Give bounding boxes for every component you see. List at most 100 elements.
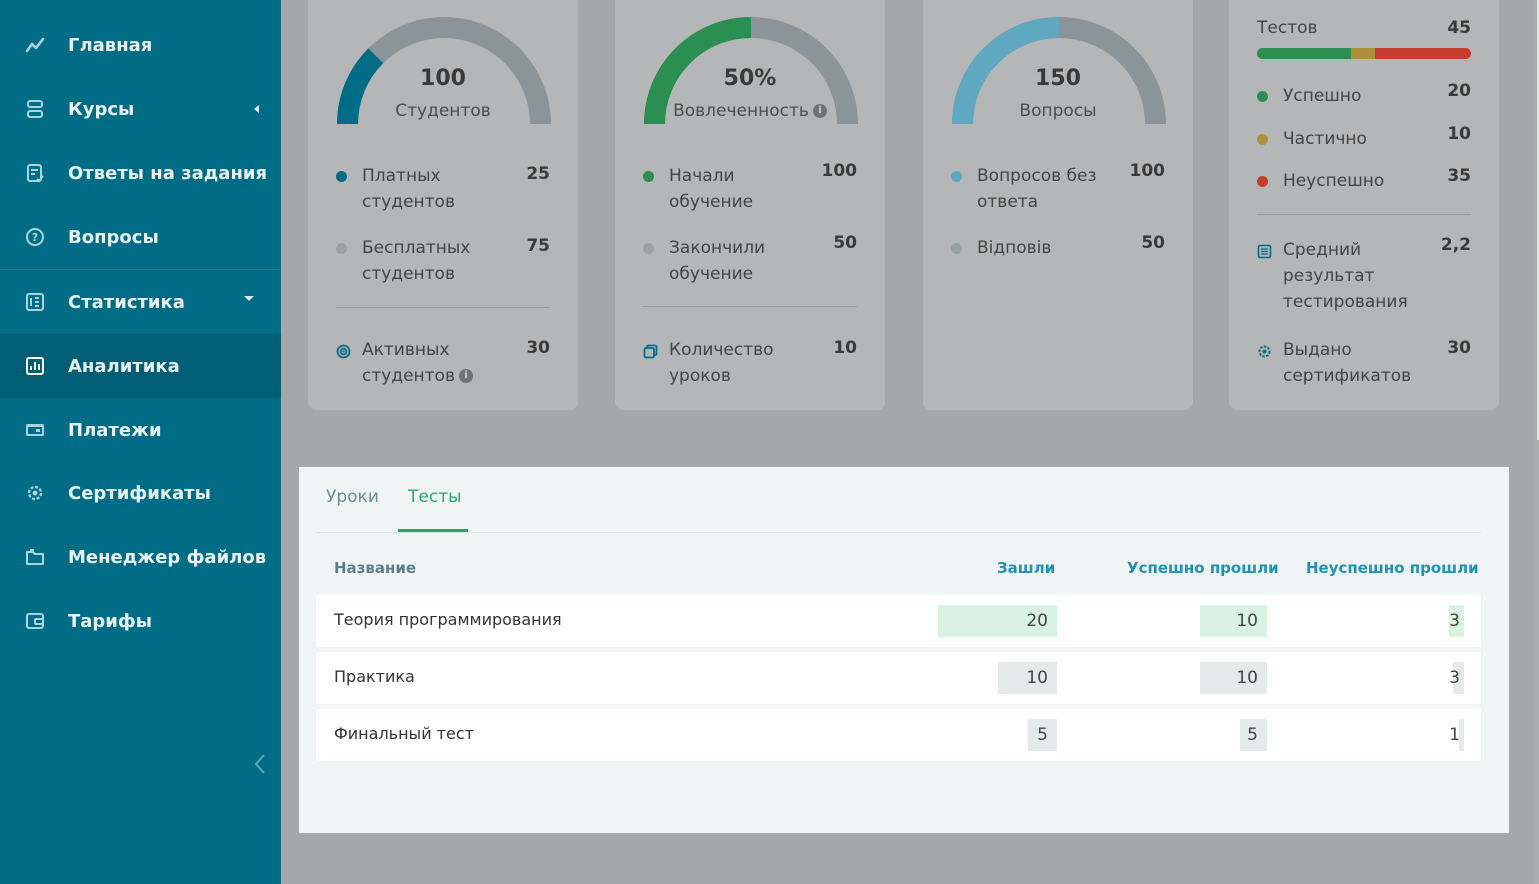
chevron-down-icon bbox=[244, 296, 254, 301]
table-row[interactable]: Финальный тест 5 5 1 bbox=[316, 709, 1481, 761]
passed-cell: 5 bbox=[1240, 719, 1267, 751]
tests-progress-bar bbox=[1257, 48, 1471, 59]
payments-icon bbox=[24, 419, 46, 441]
active-students-value: 30 bbox=[526, 338, 550, 358]
sidebar-item-label: Курсы bbox=[68, 98, 135, 120]
paid-students-label: Платных студентов bbox=[362, 166, 455, 212]
sidebar-item-tariffs[interactable]: Тарифы bbox=[0, 589, 281, 653]
sidebar-item-questions[interactable]: ? Вопросы bbox=[0, 205, 281, 269]
sidebar-item-label: Аналитика bbox=[68, 355, 180, 377]
sidebar-item-label: Сертификаты bbox=[68, 482, 211, 504]
sidebar-item-label: Главная bbox=[68, 34, 153, 56]
engagement-value: 50% bbox=[723, 66, 777, 91]
tab-tests[interactable]: Тесты bbox=[408, 487, 462, 507]
failed-value: 35 bbox=[1447, 166, 1471, 186]
finished-label: Закончили обучение bbox=[669, 238, 766, 284]
folder-icon bbox=[24, 546, 46, 568]
questions-card: 150 Вопросы Вопросов без ответа 100 Відп… bbox=[923, 0, 1193, 410]
column-header-failed[interactable]: Неуспешно прошли bbox=[1306, 559, 1479, 577]
sidebar-item-answers[interactable]: Ответы на задания bbox=[0, 141, 281, 205]
students-total: 100 bbox=[420, 66, 466, 91]
sidebar: Главная Курсы Ответы на задания ? Вопрос… bbox=[0, 0, 281, 884]
sidebar-item-courses[interactable]: Курсы bbox=[0, 77, 281, 141]
active-students-label: Активных студентов i bbox=[362, 337, 512, 389]
students-label: Студентов bbox=[395, 101, 491, 121]
broadcast-icon bbox=[336, 341, 351, 359]
answers-icon bbox=[24, 162, 46, 184]
status-dot bbox=[336, 243, 347, 254]
unanswered-label: Вопросов без ответа bbox=[977, 166, 1097, 212]
card-divider bbox=[643, 306, 857, 307]
certificates-issued-value: 30 bbox=[1447, 338, 1471, 358]
column-header-entered[interactable]: Зашли bbox=[997, 559, 1056, 577]
wallet-icon bbox=[24, 610, 46, 632]
sidebar-item-analytics[interactable]: Аналитика bbox=[0, 334, 281, 398]
column-header-passed[interactable]: Успешно прошли bbox=[1127, 559, 1279, 577]
info-icon[interactable]: i bbox=[458, 369, 473, 383]
svg-text:?: ? bbox=[32, 231, 38, 244]
sidebar-item-home[interactable]: Главная bbox=[0, 13, 281, 77]
lessons-count-label: Количество уроков bbox=[669, 340, 774, 386]
certificates-issued-label: Выдано сертификатов bbox=[1283, 340, 1412, 386]
sidebar-item-label: Тарифы bbox=[68, 610, 153, 632]
trend-icon bbox=[24, 34, 46, 56]
free-students-label: Бесплатных студентов bbox=[362, 238, 471, 284]
certificate-icon bbox=[24, 482, 46, 504]
sidebar-item-statistics[interactable]: Статистика bbox=[0, 270, 281, 334]
tab-lessons[interactable]: Уроки bbox=[326, 487, 379, 507]
question-icon: ? bbox=[24, 226, 46, 248]
info-icon[interactable]: i bbox=[812, 104, 827, 118]
sidebar-item-label: Вопросы bbox=[68, 226, 159, 248]
scrollbar-track[interactable] bbox=[1533, 0, 1539, 884]
sidebar-item-certificates[interactable]: Сертификаты bbox=[0, 461, 281, 525]
certificates-issued-row: Выдано сертификатов 30 bbox=[1257, 337, 1471, 389]
engagement-gauge bbox=[644, 17, 858, 124]
sidebar-item-file-manager[interactable]: Менеджер файлов bbox=[0, 525, 281, 589]
status-dot bbox=[1257, 134, 1268, 145]
finished-row: Закончили обучение 50 bbox=[643, 233, 857, 287]
unanswered-row: Вопросов без ответа 100 bbox=[951, 161, 1165, 215]
column-header-name[interactable]: Название bbox=[334, 559, 417, 577]
free-students-row: Бесплатных студентов 75 bbox=[336, 235, 550, 287]
list-icon bbox=[1257, 241, 1272, 259]
collapse-sidebar-button[interactable] bbox=[250, 752, 270, 776]
started-row: Начали обучение 100 bbox=[643, 161, 857, 215]
bar-segment-failed bbox=[1374, 48, 1471, 59]
tab-bar: Уроки Тесты bbox=[316, 467, 1481, 533]
status-dot bbox=[643, 243, 654, 254]
unanswered-value: 100 bbox=[1129, 161, 1166, 181]
statistics-icon bbox=[24, 291, 46, 313]
entered-cell: 20 bbox=[938, 605, 1057, 637]
success-label: Успешно bbox=[1283, 86, 1362, 106]
status-dot bbox=[1257, 176, 1268, 187]
certificate-icon bbox=[1257, 341, 1272, 358]
sidebar-item-label: Ответы на задания bbox=[68, 162, 268, 184]
sidebar-item-payments[interactable]: Платежи bbox=[0, 398, 281, 462]
failed-cell: 1 bbox=[1416, 719, 1464, 751]
partial-value: 10 bbox=[1447, 124, 1471, 144]
table-row[interactable]: Теория программирования 20 10 3 bbox=[316, 595, 1481, 647]
partial-row: Частично 10 bbox=[1257, 124, 1471, 152]
answered-row: Відповів 50 bbox=[951, 233, 1165, 265]
active-students-row: Активных студентов i 30 bbox=[336, 337, 550, 389]
started-value: 100 bbox=[821, 161, 858, 181]
passed-cell: 10 bbox=[1200, 662, 1267, 694]
status-dot bbox=[643, 171, 654, 182]
sidebar-item-label: Платежи bbox=[68, 419, 162, 441]
passed-cell: 10 bbox=[1200, 605, 1267, 637]
copy-icon bbox=[643, 341, 658, 359]
engagement-card: 50% Вовлеченность i Начали обучение 100 З… bbox=[615, 0, 885, 410]
entered-cell: 5 bbox=[1028, 719, 1057, 751]
table-row[interactable]: Практика 10 10 3 bbox=[316, 652, 1481, 704]
tests-card: Тестов 45 Успешно 20 Частично 10 Неуспеш… bbox=[1229, 0, 1499, 410]
average-result-label: Средний результат тестирования bbox=[1283, 240, 1408, 312]
scrollbar-thumb[interactable] bbox=[1537, 0, 1539, 440]
answered-label: Відповів bbox=[977, 238, 1052, 258]
bar-segment-partial bbox=[1351, 48, 1375, 59]
tests-total: 45 bbox=[1447, 18, 1471, 38]
test-name: Практика bbox=[334, 667, 415, 686]
courses-icon bbox=[24, 98, 46, 120]
tests-total-row: Тестов 45 bbox=[1257, 15, 1471, 41]
questions-total: 150 bbox=[1035, 66, 1081, 91]
sidebar-item-label: Менеджер файлов bbox=[68, 546, 267, 568]
